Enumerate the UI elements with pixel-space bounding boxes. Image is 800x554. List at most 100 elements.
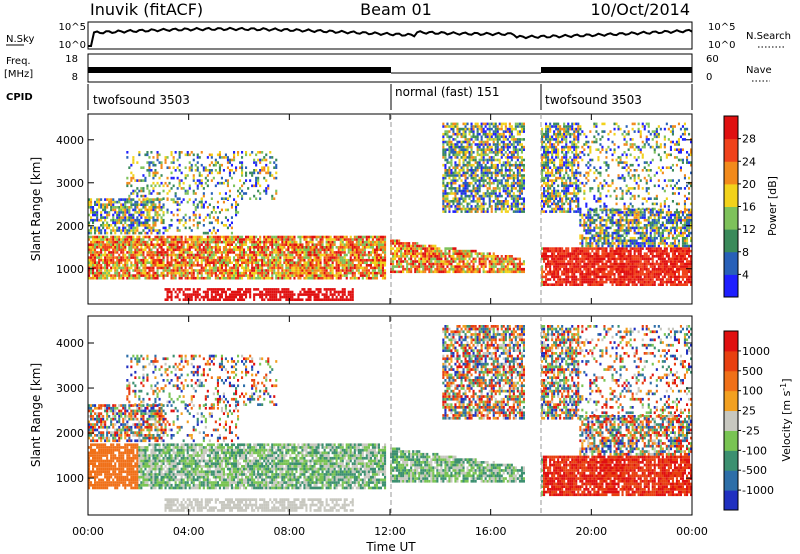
- heatmap-cell: [504, 156, 507, 159]
- heatmap-cell: [142, 253, 145, 257]
- heatmap-cell: [228, 269, 231, 272]
- heatmap-cell: [311, 240, 314, 244]
- heatmap-cell: [136, 253, 139, 257]
- heatmap-cell: [414, 270, 417, 274]
- heatmap-cell: [166, 271, 169, 275]
- heatmap-cell: [452, 187, 455, 190]
- heatmap-cell: [428, 270, 431, 274]
- heatmap-cell: [458, 260, 461, 263]
- heatmap-cell: [249, 197, 252, 200]
- heatmap-cell: [104, 216, 107, 219]
- heatmap-cell: [257, 240, 260, 244]
- heatmap-cell: [311, 253, 314, 257]
- heatmap-cell: [222, 264, 225, 267]
- heatmap-cell: [490, 174, 493, 177]
- heatmap-cell: [136, 248, 139, 252]
- heatmap-cell: [259, 295, 262, 299]
- heatmap-cell: [106, 269, 109, 272]
- heatmap-cell: [200, 256, 203, 259]
- heatmap-cell: [450, 181, 453, 185]
- heatmap-cell: [502, 138, 505, 141]
- heatmap-cell: [512, 205, 515, 208]
- heatmap-cell: [309, 264, 312, 267]
- heatmap-cell: [339, 246, 342, 249]
- heatmap-cell: [285, 271, 288, 275]
- heatmap-cell: [243, 298, 246, 301]
- heatmap-cell: [208, 238, 211, 241]
- heatmap-cell: [104, 229, 107, 232]
- heatmap-cell: [212, 246, 215, 249]
- heatmap-cell: [321, 248, 324, 252]
- heatmap-cell: [106, 246, 109, 249]
- heatmap-cell: [170, 298, 173, 301]
- heatmap-cell: [444, 210, 447, 213]
- heatmap-cell: [412, 249, 415, 253]
- heatmap-cell: [452, 166, 455, 169]
- heatmap-cell: [450, 171, 453, 175]
- heatmap-cell: [462, 192, 465, 195]
- heatmap-cell: [144, 271, 147, 275]
- heatmap-cell: [112, 253, 115, 257]
- heatmap-cell: [309, 240, 312, 244]
- heatmap-cell: [416, 249, 419, 253]
- heatmap-cell: [90, 264, 93, 267]
- heatmap-cell: [245, 151, 248, 154]
- heatmap-cell: [454, 138, 457, 141]
- heatmap-cell: [134, 203, 137, 206]
- heatmap-cell: [202, 256, 205, 259]
- heatmap-cell: [452, 249, 455, 253]
- heatmap-cell: [303, 276, 306, 280]
- heatmap-cell: [402, 244, 405, 248]
- heatmap-cell: [170, 276, 173, 280]
- heatmap-cell: [94, 226, 97, 230]
- heatmap-cell: [118, 248, 121, 252]
- heatmap-cell: [126, 218, 129, 222]
- heatmap-cell: [512, 148, 515, 151]
- heatmap-cell: [490, 138, 493, 141]
- heatmap-cell: [237, 288, 240, 291]
- heatmap-cell: [508, 257, 511, 261]
- heatmap-cell: [202, 248, 205, 252]
- heatmap-cell: [400, 265, 403, 268]
- heatmap-cell: [160, 266, 163, 270]
- heatmap-cell: [325, 235, 328, 239]
- heatmap-cell: [200, 206, 203, 209]
- heatmap-cell: [357, 256, 360, 259]
- heatmap-cell: [309, 266, 312, 270]
- heatmap-cell: [452, 247, 455, 250]
- heatmap-cell: [410, 270, 413, 274]
- heatmap-cell: [522, 125, 525, 128]
- heatmap-cell: [289, 246, 292, 249]
- heatmap-cell: [118, 238, 121, 241]
- heatmap-cell: [470, 169, 473, 172]
- heatmap-cell: [482, 127, 485, 131]
- heatmap-cell: [259, 276, 262, 280]
- heatmap-cell: [458, 207, 461, 211]
- heatmap-cell: [263, 156, 266, 159]
- heatmap-cell: [170, 258, 173, 262]
- heatmap-cell: [132, 226, 135, 230]
- heatmap-cell: [331, 298, 334, 301]
- heatmap-cell: [235, 264, 238, 267]
- heatmap-cell: [456, 207, 459, 211]
- heatmap-cell: [337, 258, 340, 262]
- heatmap-cell: [464, 171, 467, 175]
- heatmap-cell: [317, 295, 320, 299]
- heatmap-cell: [160, 235, 163, 239]
- heatmap-cell: [208, 163, 211, 167]
- heatmap-cell: [247, 248, 250, 252]
- heatmap-cell: [98, 206, 101, 209]
- heatmap-cell: [178, 151, 181, 154]
- heatmap-cell: [148, 192, 151, 195]
- heatmap-cell: [488, 166, 491, 169]
- heatmap-cell: [295, 240, 298, 244]
- heatmap-cell: [261, 258, 264, 262]
- heatmap-cell: [359, 238, 362, 241]
- heatmap-cell: [494, 122, 497, 126]
- heatmap-cell: [396, 247, 399, 250]
- heatmap-cell: [516, 262, 519, 266]
- heatmap-cell: [490, 194, 493, 198]
- heatmap-cell: [218, 258, 221, 262]
- heatmap-cell: [345, 274, 348, 277]
- heatmap-cell: [359, 235, 362, 239]
